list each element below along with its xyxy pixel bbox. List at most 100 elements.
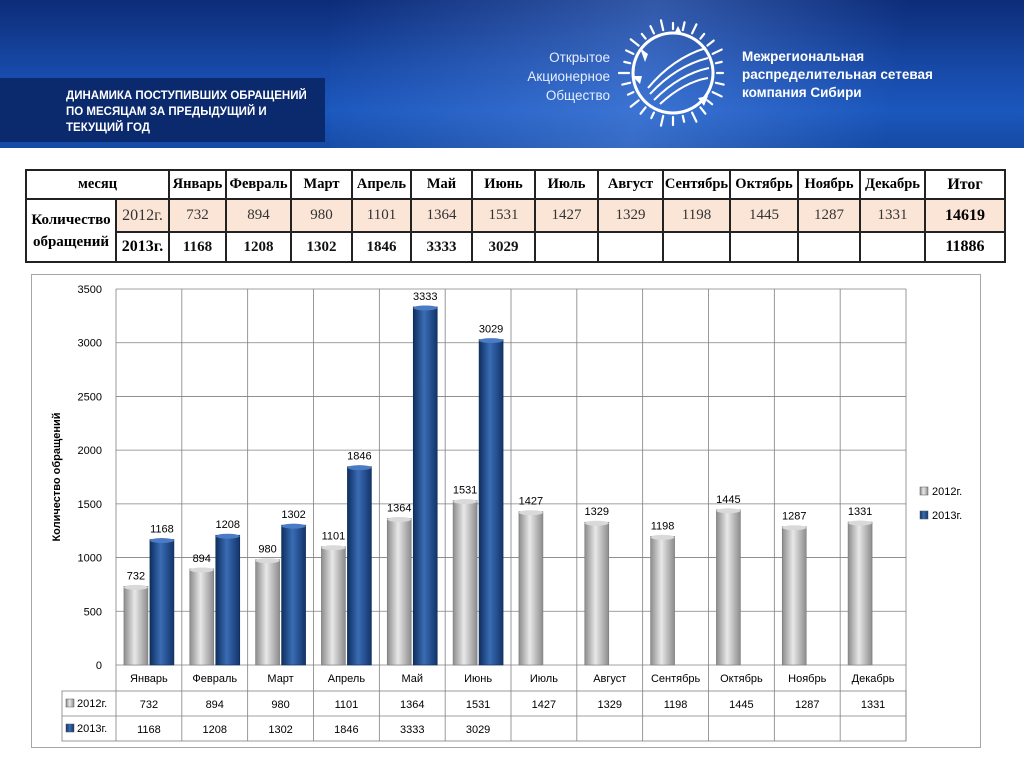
logo-ray [699,106,707,115]
page-title: ДИНАМИКА ПОСТУПИВШИХ ОБРАЩЕНИЙ ПО МЕСЯЦА… [66,90,307,134]
company-logo-icon [618,19,725,127]
month-header-aug: Август [597,169,664,200]
month-header-jan: Январь [168,169,227,200]
legend-key [919,510,929,520]
y-tick-label: 1500 [78,499,102,511]
data-table-cell: 1445 [729,699,753,711]
month-header-sep: Сентябрь [662,169,731,200]
value-2012-jul: 1427 [534,198,599,233]
logo-ray [621,81,632,86]
y-tick-label: 3500 [78,284,102,296]
data-label: 3029 [479,324,503,336]
company-name-line-3: компания Сибири [742,85,862,100]
month-header-jul: Июль [534,169,599,200]
bar-2012 [716,509,741,666]
month-header-dec: Декабрь [859,169,926,200]
data-table-cell: 1287 [795,699,819,711]
value-2012-jun: 1531 [471,198,536,233]
value-2013-jul [534,231,599,263]
value-2012-may: 1364 [410,198,473,233]
logo-ray [623,60,632,65]
bar-top [189,567,214,573]
data-label: 1168 [150,524,174,536]
logo-ray [706,99,714,106]
logo-ray [711,90,723,98]
bar-2012 [847,521,873,666]
bar-top [479,338,504,344]
table-row-2013: 2013г. 1168 1208 1302 1846 3333 3029 118… [26,231,1006,263]
row-label-line-2: обращений [32,233,110,250]
y-tick-label: 500 [84,606,102,618]
legend-key [919,486,929,496]
value-2013-may: 3333 [410,231,473,263]
data-table-cell: 1364 [400,699,424,711]
bar-top [123,584,148,590]
data-table-cell: 3333 [400,724,424,736]
bar-2012 [584,521,610,666]
data-table-cell: 1168 [137,724,161,736]
data-label: 1198 [651,520,675,532]
bar-2012 [321,546,346,666]
data-label: 732 [127,570,145,582]
company-name-text: Межрегиональная распределительная сетева… [742,48,1022,102]
chart-frame: 0 500 1000 1500 2000 2500 3000 3500 Количество о… [31,274,981,748]
logo-ray [659,19,665,32]
logo-ray [681,21,686,32]
value-2012-nov: 1287 [797,198,861,233]
table-header-row: месяц Январь Февраль Март Апрель Май Июн… [25,169,1006,200]
value-2012-apr: 1101 [351,198,412,233]
month-header-may: Май [410,169,473,200]
data-table-cell: 1101 [335,699,359,711]
month-header-apr: Апрель [351,169,412,200]
bar-2012 [123,586,149,666]
data-table-cell: 980 [271,699,289,711]
value-2013-jan: 1168 [168,231,227,263]
y-tick-label: 3000 [78,338,102,350]
company-form-text: Открытое Акционерное Общество [500,48,610,105]
data-label: 980 [258,544,276,556]
data-label: 1101 [322,531,346,543]
x-tick-label: Октябрь [720,673,763,685]
logo-ray [690,23,698,35]
data-table-series-name: 2013г. [77,723,107,735]
company-name-line-1: Межрегиональная [742,49,865,64]
data-table-cell: 1846 [334,724,358,736]
x-tick-label: Август [593,673,626,685]
data-table-legend-key [65,698,75,708]
logo-ray [681,114,686,123]
company-name-line-2: распределительная сетевая [742,67,933,82]
value-2013-mar: 1302 [290,231,353,263]
bar-2012 [452,500,478,666]
month-header-jun: Июнь [471,169,536,200]
value-2013-oct [729,231,799,263]
data-table-cell: 1531 [466,699,490,711]
month-header-nov: Ноябрь [797,169,861,200]
data-table-cell: 3029 [466,724,490,736]
logo-ray [629,38,640,47]
data-label: 1302 [281,509,305,521]
title-box [0,78,325,142]
logo-ray [649,25,656,35]
logo-ray [650,111,656,120]
data-table-cell: 1329 [598,699,622,711]
bar-2013 [412,306,438,666]
total-2012: 14619 [924,198,1006,233]
y-tick-label: 2500 [78,391,102,403]
summary-table: месяц Январь Февраль Март Апрель Май Июн… [25,169,1006,263]
bar-2012 [255,559,280,666]
logo-ray [714,81,725,86]
y-tick-label: 0 [96,660,102,672]
data-label: 1531 [453,485,477,497]
total-2013: 11886 [924,231,1006,263]
row-label-cell: Количество обращений [25,198,117,263]
data-label: 1445 [716,494,740,506]
logo-ray [639,106,647,115]
value-2012-dec: 1331 [859,198,926,233]
month-header-feb: Февраль [225,169,292,200]
value-2012-feb: 894 [225,198,292,233]
logo-ray [659,114,665,127]
bar-top [453,499,478,505]
data-table-cell: 1302 [268,724,292,736]
data-label: 1364 [387,502,411,514]
data-label: 1331 [848,506,872,518]
